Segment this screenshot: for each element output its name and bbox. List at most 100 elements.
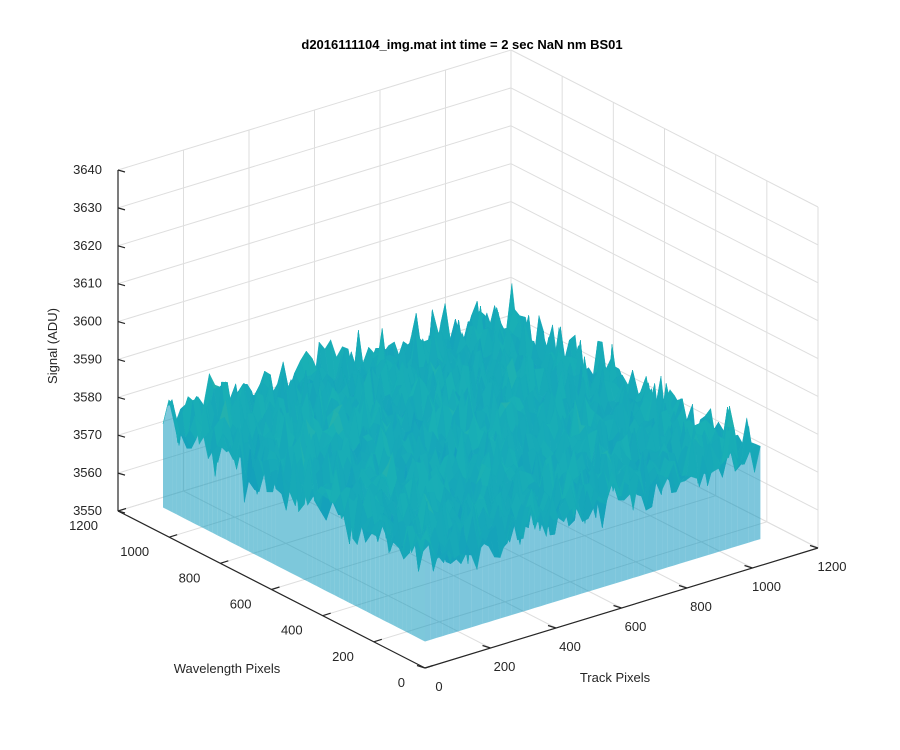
surface-wall: [511, 514, 518, 615]
surface-wall: [482, 537, 489, 624]
surface-wall: [691, 476, 697, 561]
surface-wall: [610, 480, 616, 585]
surface-wall: [330, 501, 335, 596]
chart-title: d2016111104_img.mat int time = 2 sec NaN…: [301, 37, 622, 52]
z-tick-label: 3570: [73, 427, 102, 442]
surface-wall: [393, 528, 398, 628]
surface-wall: [662, 477, 668, 570]
surface-wall: [679, 480, 686, 564]
surface-wall: [379, 519, 385, 621]
surface-wall: [352, 538, 358, 607]
surface-wall: [181, 434, 186, 520]
surface-wall: [185, 429, 191, 522]
surface-wall: [230, 446, 236, 545]
surface-wall: [748, 426, 755, 543]
surface-wall: [203, 437, 209, 531]
y-axis-label: Wavelength Pixels: [174, 661, 281, 676]
surface-wall: [592, 495, 599, 591]
x-tick-label: 1200: [818, 559, 847, 574]
x-tick-label: 0: [435, 679, 442, 694]
surface-wall: [477, 537, 483, 626]
z-tick-mark: [117, 510, 126, 514]
grid-line: [117, 87, 512, 209]
surface-wall: [235, 445, 240, 547]
surface-wall: [266, 472, 272, 563]
surface-wall: [248, 467, 254, 554]
surface-wall: [312, 489, 317, 586]
surface-wall: [488, 546, 495, 623]
surface-wall: [523, 506, 530, 612]
z-tick-labels: 3550 3560 3570 3580 3590 3600 3610 3620 3630 3640: [73, 162, 126, 518]
grid-line: [117, 238, 512, 360]
y-tick-label: 400: [281, 623, 303, 638]
surface-wall: [167, 399, 173, 513]
z-tick-label: 3610: [73, 276, 102, 291]
z-tick-mark: [117, 283, 126, 287]
z-tick-label: 3590: [73, 351, 102, 366]
surface-wall: [226, 446, 231, 543]
surface-wall: [420, 538, 425, 642]
grid-line: [117, 201, 512, 323]
surface-wall: [334, 503, 340, 598]
x-tick-mark: [744, 564, 753, 569]
surface-wall: [714, 467, 720, 554]
z-tick-mark: [117, 169, 126, 173]
x-tick-label: 200: [494, 659, 516, 674]
surface-wall: [529, 506, 535, 610]
surface-wall: [176, 418, 182, 517]
z-tick-label: 3620: [73, 238, 102, 253]
surface-wall: [448, 549, 454, 635]
surface-patch: [420, 528, 432, 545]
surface-wall: [430, 543, 437, 640]
y-tick-label: 1000: [120, 544, 149, 559]
z-tick-label: 3600: [73, 314, 102, 329]
z-tick-label: 3560: [73, 465, 102, 480]
surface-wall: [307, 489, 313, 584]
surface-wall: [558, 517, 564, 601]
surface-wall: [239, 445, 245, 550]
y-tick-label: 0: [398, 675, 405, 690]
x-tick-mark: [809, 544, 819, 549]
surface-wall: [357, 526, 362, 610]
z-tick-label: 3640: [73, 162, 102, 177]
x-tick-mark: [678, 584, 688, 589]
z-tick-label: 3550: [73, 503, 102, 518]
surface-wall: [384, 522, 389, 623]
y-tick-label: 200: [332, 649, 354, 664]
y-tick-label: 1200: [69, 518, 98, 533]
y-tick-labels: 0 200 400 600 800 1000 1200: [69, 507, 434, 690]
grid-line: [510, 276, 819, 435]
surface: [162, 283, 761, 642]
surface-wall: [534, 512, 541, 608]
x-tick-label: 800: [690, 599, 712, 614]
surface-wall: [303, 486, 308, 582]
surface-wall: [540, 512, 547, 607]
z-tick-mark: [117, 396, 126, 400]
surface-wall: [425, 538, 431, 642]
surface-wall: [754, 446, 761, 541]
surface-wall: [615, 480, 622, 584]
y-tick-mark: [322, 612, 331, 617]
surface-wall: [194, 416, 200, 526]
surface-wall: [569, 506, 576, 598]
x-tick-mark: [613, 604, 622, 609]
surface-wall: [316, 486, 322, 589]
surface-wall: [737, 458, 743, 547]
surface-wall: [397, 528, 403, 630]
x-tick-mark: [482, 644, 491, 649]
y-tick-mark: [117, 507, 127, 512]
z-tick-mark: [117, 207, 126, 211]
x-tick-label: 1000: [752, 579, 781, 594]
grid-line: [117, 276, 512, 398]
y-tick-label: 600: [230, 597, 252, 612]
grid-line: [117, 49, 512, 171]
surface-wall: [459, 554, 466, 631]
surface-wall: [604, 488, 610, 587]
y-tick-mark: [424, 664, 434, 669]
z-tick-mark: [117, 472, 126, 476]
surface-wall: [370, 523, 376, 617]
grid-line: [510, 125, 819, 284]
x-axis-label: Track Pixels: [580, 670, 651, 685]
x-tick-mark: [547, 624, 557, 629]
